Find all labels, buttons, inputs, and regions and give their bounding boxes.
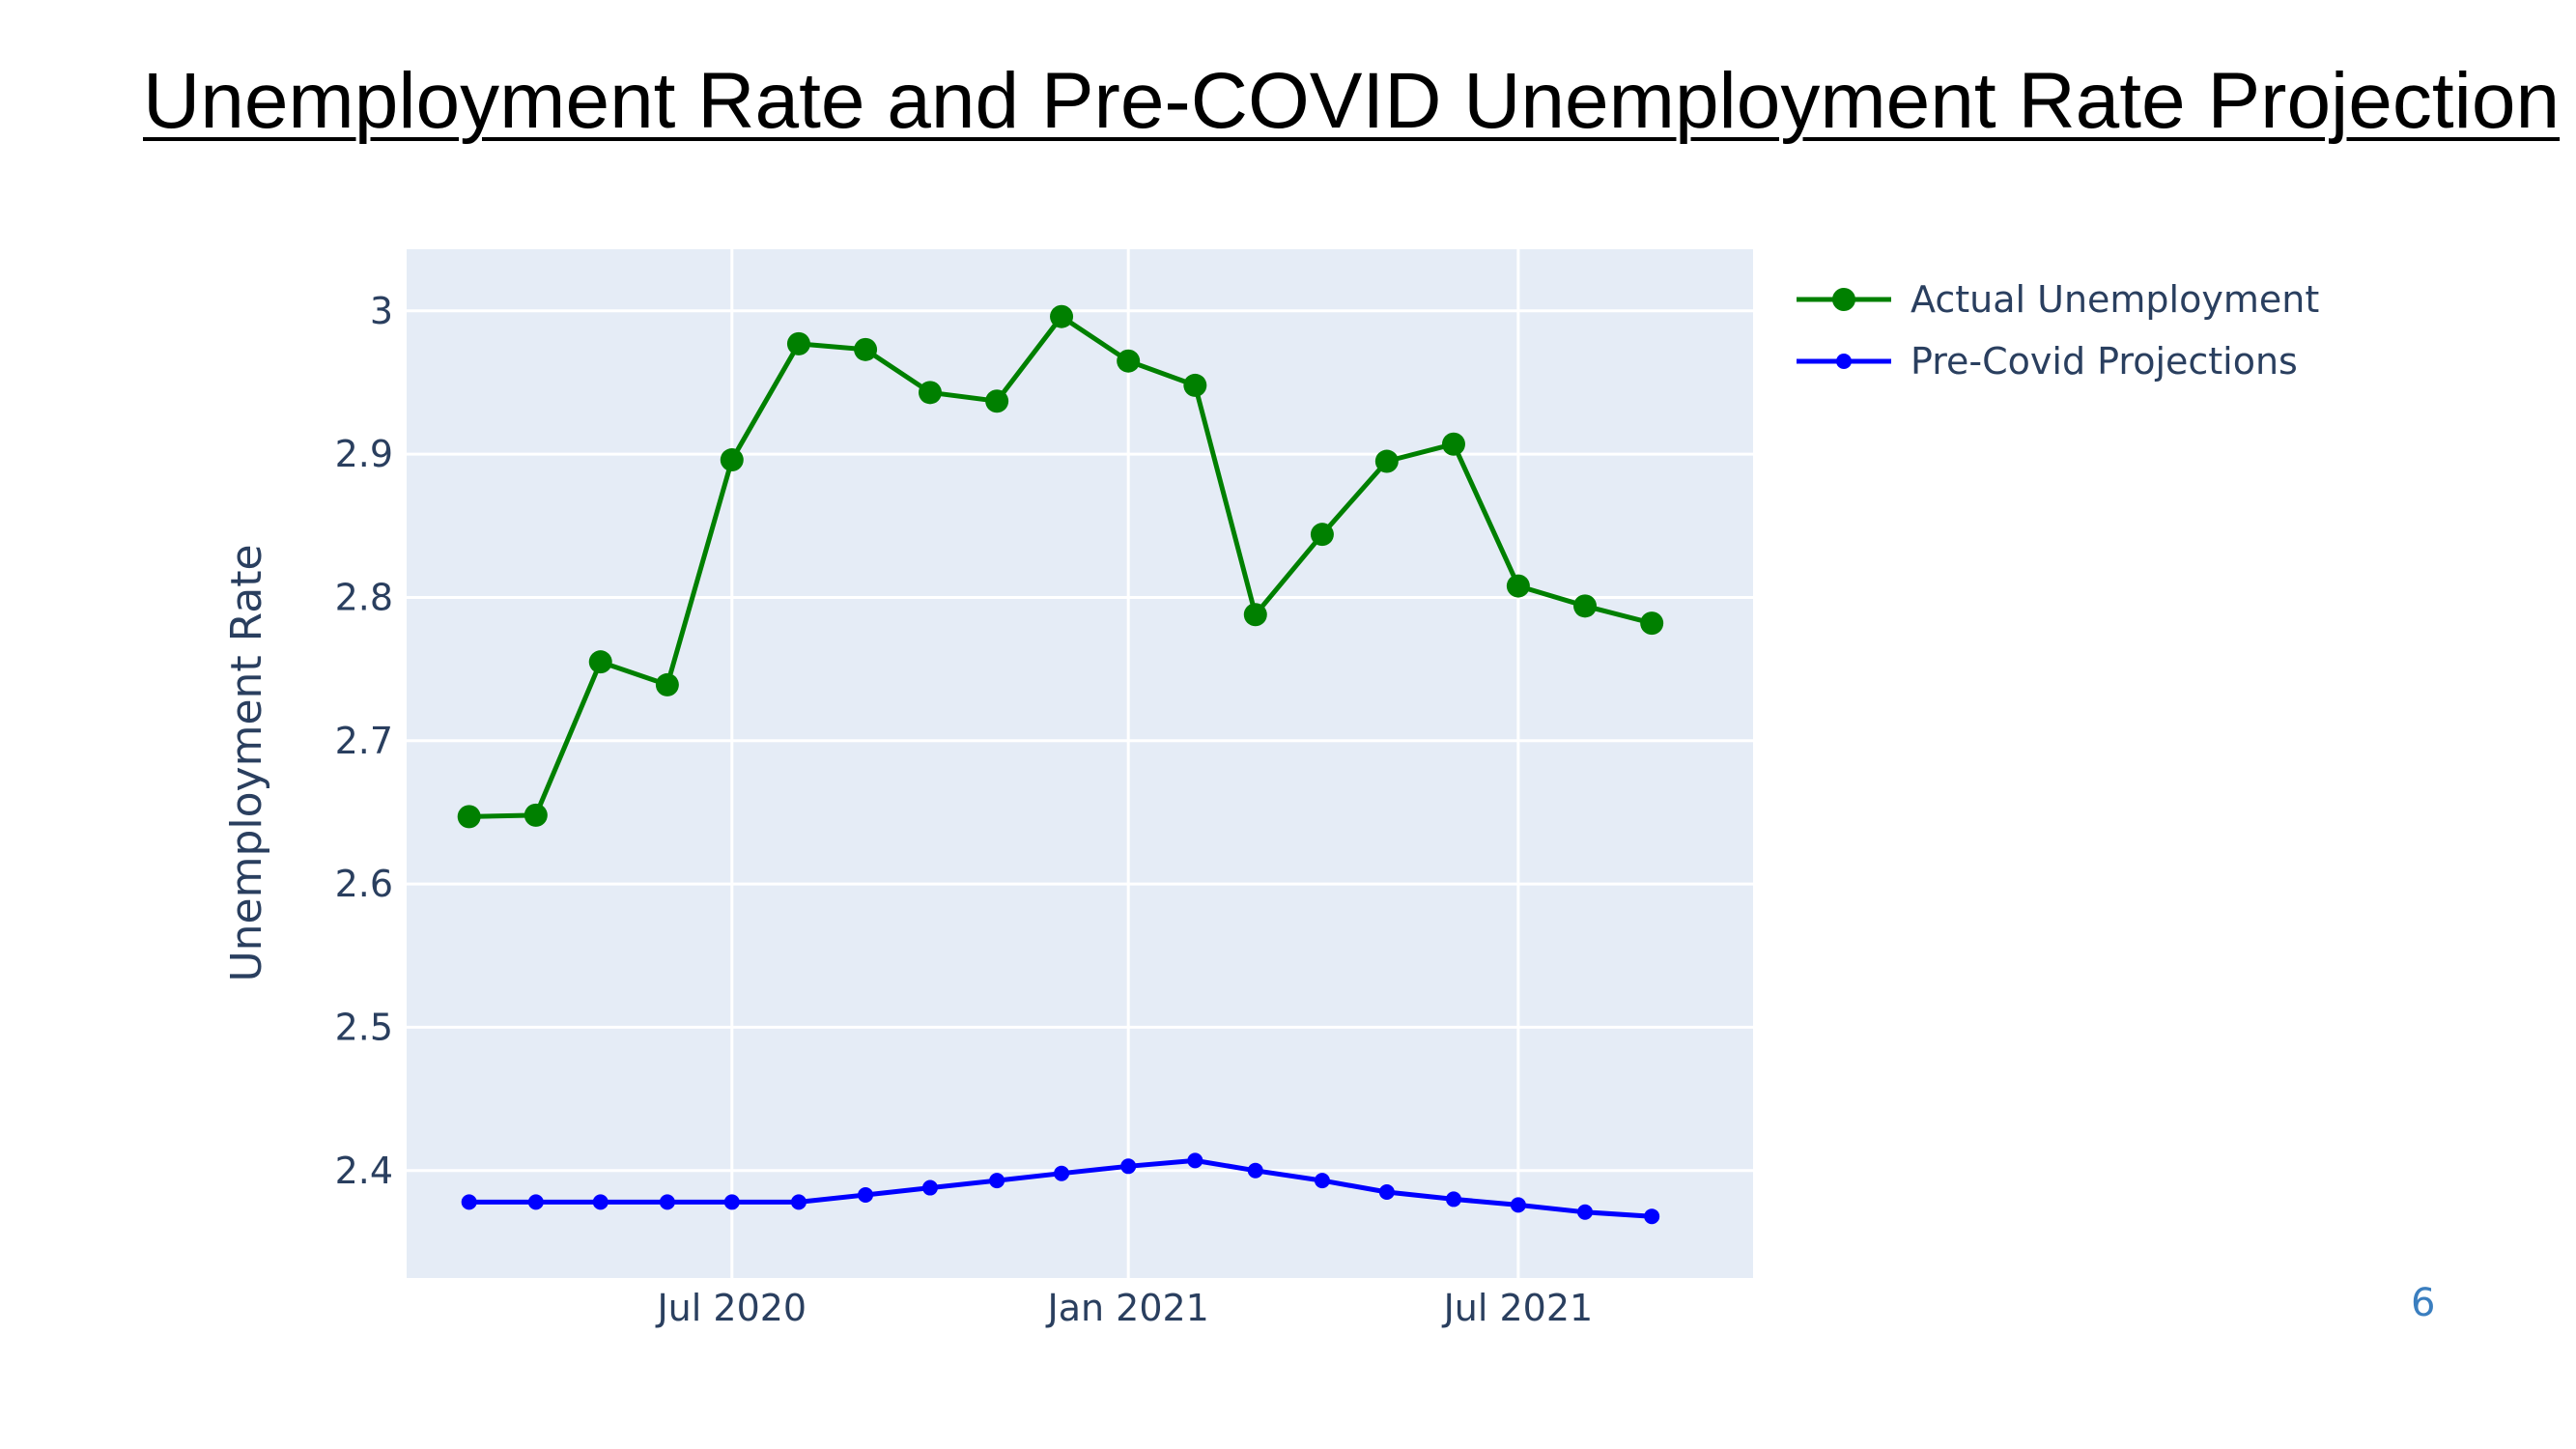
data-point-series-2 [461,1194,477,1210]
y-axis-title: Unemployment Rate [222,544,271,981]
data-point-series-1 [1506,574,1530,598]
x-tick-label: Jul 2020 [655,1287,807,1329]
data-point-series-1 [786,331,810,355]
data-point-series-2 [1644,1208,1660,1225]
data-point-series-2 [1510,1197,1526,1213]
x-axis-ticks: Jul 2020 Jan 2021 Jul 2021 [655,1287,1593,1329]
data-point-series-1 [524,803,548,827]
page-number: 6 [2411,1281,2436,1325]
data-point-series-1 [1573,594,1598,618]
y-tick-label: 2.6 [335,863,393,905]
y-tick-label: 2.4 [335,1150,393,1192]
plot-area [407,249,1753,1278]
data-point-series-2 [1187,1152,1203,1169]
data-point-series-2 [921,1179,938,1196]
data-point-series-2 [790,1194,807,1210]
data-point-series-1 [1374,449,1399,473]
data-point-series-1 [1310,523,1334,547]
data-point-series-1 [1441,432,1465,456]
data-point-series-1 [1243,603,1267,627]
data-point-series-2 [1314,1173,1330,1189]
data-point-series-2 [858,1186,874,1203]
data-point-series-1 [588,650,612,674]
data-point-series-1 [918,381,942,405]
slide-title: Unemployment Rate and Pre-COVID Unemploy… [143,57,2561,145]
legend-label: Actual Unemployment [1911,278,2319,321]
data-point-series-2 [1445,1191,1461,1208]
legend-label: Pre-Covid Projections [1911,340,2298,383]
y-tick-label: 2.7 [335,720,393,762]
x-tick-label: Jul 2021 [1442,1287,1594,1329]
data-point-series-1 [985,389,1009,413]
data-point-series-2 [1577,1204,1594,1220]
legend: Actual Unemployment Pre-Covid Projections [1797,278,2319,383]
data-point-series-1 [1640,611,1664,636]
data-point-series-1 [1117,349,1141,373]
data-point-series-1 [720,448,744,472]
data-point-series-1 [1183,373,1207,397]
series-layer [457,304,1664,1225]
y-tick-label: 3 [370,290,393,332]
y-tick-label: 2.8 [335,576,393,618]
grid-lines [407,249,1753,1278]
data-point-series-2 [1120,1158,1137,1175]
y-tick-label: 2.9 [335,433,393,475]
legend-marker [1836,354,1852,369]
data-point-series-2 [1378,1184,1395,1201]
data-point-series-2 [723,1194,740,1210]
data-point-series-2 [659,1194,675,1210]
legend-marker [1832,288,1855,311]
y-axis-ticks: 2.4 2.5 2.6 2.7 2.8 2.9 3 [335,290,393,1192]
data-point-series-2 [989,1173,1005,1189]
data-point-series-2 [1247,1162,1263,1179]
data-point-series-1 [1050,304,1074,328]
x-tick-label: Jan 2021 [1045,1287,1208,1329]
data-point-series-1 [655,672,679,696]
data-point-series-2 [592,1194,609,1210]
data-point-series-2 [527,1194,544,1210]
data-point-series-1 [854,337,878,361]
data-point-series-1 [457,805,481,829]
y-tick-label: 2.5 [335,1006,393,1048]
data-point-series-2 [1054,1165,1070,1181]
